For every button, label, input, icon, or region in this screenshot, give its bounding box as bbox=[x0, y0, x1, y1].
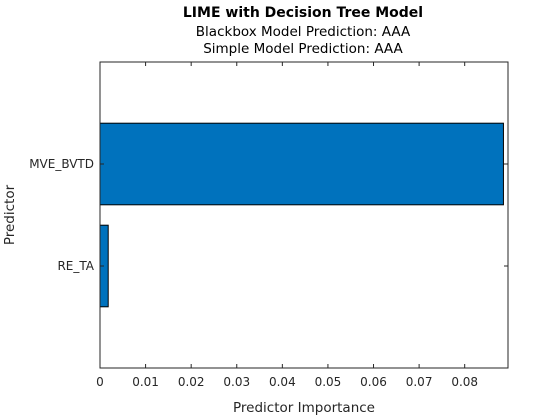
x-tick-label: 0.06 bbox=[360, 375, 387, 389]
y-axis-label: Predictor bbox=[2, 184, 18, 245]
x-tick-label: 0.08 bbox=[451, 375, 478, 389]
x-tick-label: 0.02 bbox=[178, 375, 205, 389]
bar-mve-bvtd bbox=[99, 122, 504, 206]
plot-area bbox=[100, 62, 508, 368]
x-tick-label: 0.05 bbox=[315, 375, 342, 389]
x-axis-ticks: 0 0.01 0.02 0.03 0.04 0.05 0.06 0.07 0.08 bbox=[96, 62, 478, 389]
y-tick-label: MVE_BVTD bbox=[29, 157, 94, 171]
x-tick-label: 0.01 bbox=[132, 375, 159, 389]
x-tick-label: 0.03 bbox=[223, 375, 250, 389]
x-tick-label: 0.07 bbox=[406, 375, 433, 389]
y-axis-ticks: MVE_BVTD RE_TA bbox=[29, 157, 508, 273]
plot-frame bbox=[99, 61, 509, 369]
y-tick-label: RE_TA bbox=[57, 259, 94, 273]
x-tick-label: 0.04 bbox=[269, 375, 296, 389]
x-axis-label: Predictor Importance bbox=[233, 400, 375, 416]
chart-subtitle-simple: Simple Model Prediction: AAA bbox=[203, 41, 403, 57]
bar-group bbox=[99, 122, 504, 308]
chart-title: LIME with Decision Tree Model bbox=[183, 5, 423, 21]
chart-subtitle-blackbox: Blackbox Model Prediction: AAA bbox=[196, 24, 411, 40]
x-tick-label: 0 bbox=[96, 375, 104, 389]
